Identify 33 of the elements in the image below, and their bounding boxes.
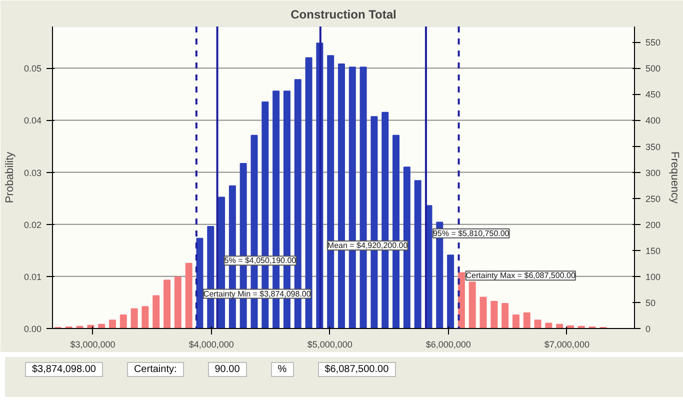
- text: $3,874,098.00: [25, 362, 103, 377]
- y-tick-label: 0.02: [24, 220, 42, 230]
- y2-tick-label: 550: [646, 38, 661, 48]
- x-tick-label: $6,000,000: [426, 340, 471, 350]
- y2-tick-label: 350: [646, 142, 661, 152]
- y2-tick-label: 500: [646, 64, 661, 74]
- y2-tick-label: 150: [646, 246, 661, 256]
- ref-line-label: 5% = $4,050,190.00: [224, 256, 297, 266]
- y-tick-label: 0.04: [24, 116, 42, 126]
- y2-axis-title: Frequency: [668, 152, 681, 204]
- y2-tick-label: 100: [646, 272, 661, 282]
- y2-tick-label: 300: [646, 168, 661, 178]
- y2-tick-label: 250: [646, 194, 661, 204]
- y2-tick-label: 400: [646, 116, 661, 126]
- y2-tick-label: 200: [646, 220, 661, 230]
- y-tick-label: 0.05: [24, 64, 42, 74]
- text: 90.00: [208, 362, 247, 377]
- ref-line-label: Mean = $4,920,200.00: [327, 240, 408, 250]
- chart-title: Construction Total: [290, 8, 396, 22]
- y2-tick-label: 0: [646, 324, 651, 334]
- x-tick-label: $4,000,000: [188, 340, 234, 350]
- x-tick-label: $5,000,000: [307, 340, 352, 350]
- x-tick-label: $7,000,000: [544, 340, 590, 350]
- y2-tick-label: 50: [646, 298, 656, 308]
- y-tick-label: 0.00: [24, 324, 42, 334]
- y-axis-title: Probability: [4, 151, 16, 204]
- text: $6,087,500.00: [318, 362, 396, 377]
- x-tick-label: $3,000,000: [70, 340, 116, 350]
- text: %: [270, 362, 294, 377]
- y2-tick-label: 450: [646, 90, 661, 100]
- y-tick-label: 0.01: [24, 272, 42, 282]
- y-tick-label: 0.03: [24, 168, 42, 178]
- text: Certainty:: [126, 362, 184, 377]
